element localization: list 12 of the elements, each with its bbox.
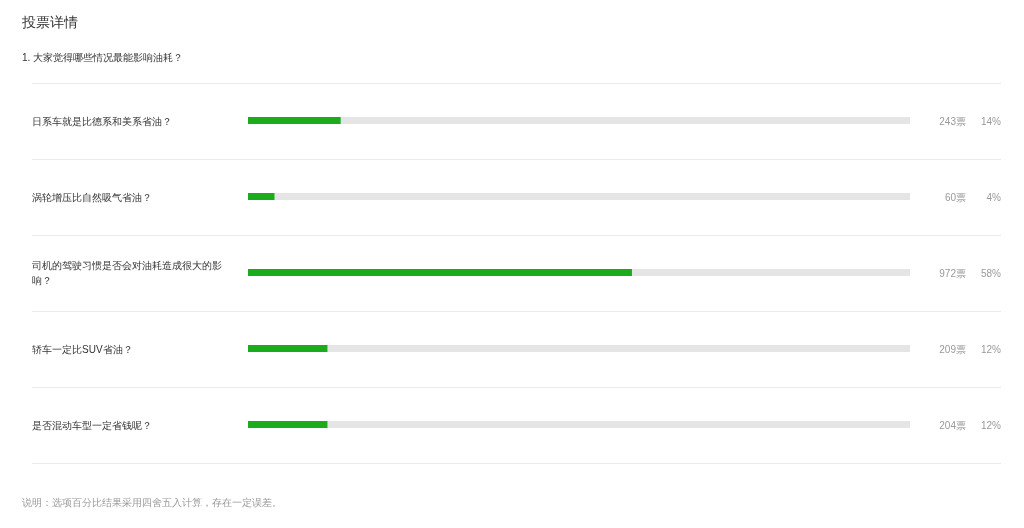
annotation: 209票	[939, 342, 966, 357]
annotation: 243票	[939, 114, 966, 129]
subtitle: 1. 大家觉得哪些情况最能影响油耗？	[22, 50, 184, 65]
category: 日系车就是比德系和美系省油？	[32, 114, 173, 129]
category: 轿车一定比SUV省油？	[32, 342, 134, 357]
annotation: 972票	[939, 266, 966, 281]
annotation: 60票	[944, 190, 966, 205]
title: 投票详情	[22, 14, 78, 30]
category: 涡轮增压比自然吸气省油？	[32, 190, 153, 205]
annotation: 204票	[939, 418, 966, 433]
category: 是否混动车型一定省钱呢？	[32, 418, 153, 433]
category: 司机的驾驶习惯是否会对油耗造成很大的影响？	[32, 259, 223, 288]
